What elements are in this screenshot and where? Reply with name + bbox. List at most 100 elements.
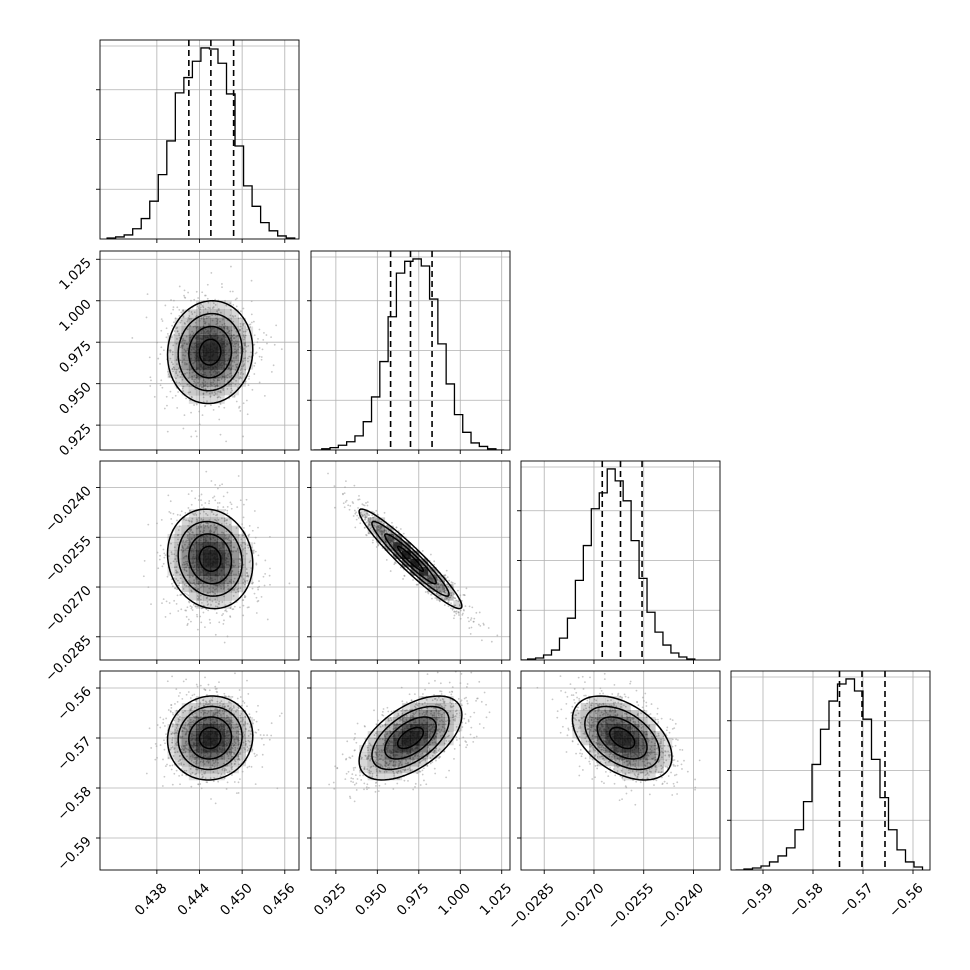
sample-point: [450, 592, 452, 595]
sample-point: [436, 583, 439, 586]
sample-point: [167, 757, 170, 759]
sample-point: [230, 579, 233, 581]
sample-point: [237, 792, 240, 794]
sample-point: [399, 566, 402, 569]
sample-point: [185, 585, 188, 587]
density-cell: [195, 300, 204, 310]
sample-point: [234, 760, 237, 763]
sample-point: [170, 336, 173, 338]
sample-point: [247, 546, 250, 549]
sample-point: [248, 524, 251, 527]
sample-point: [181, 550, 184, 553]
sample-point: [204, 676, 206, 679]
sample-point: [241, 523, 244, 526]
sample-point: [403, 574, 406, 577]
sample-point: [221, 705, 224, 708]
sample-point: [176, 713, 179, 716]
sample-point: [220, 391, 222, 394]
sample-point: [170, 704, 172, 706]
density-cell: [195, 752, 204, 760]
sample-point: [224, 773, 226, 775]
sample-point: [176, 326, 179, 329]
sample-point: [477, 623, 480, 626]
sample-point: [215, 514, 217, 517]
sample-point: [219, 320, 221, 323]
density-cell: [181, 386, 190, 396]
sample-point: [234, 345, 237, 348]
sample-point: [182, 763, 185, 766]
sample-point: [243, 580, 246, 582]
sample-point: [190, 490, 193, 492]
sample-point: [235, 527, 238, 529]
sample-point: [159, 544, 162, 547]
sample-point: [195, 403, 198, 406]
density-cell: [203, 738, 211, 746]
sample-point: [174, 732, 177, 734]
sample-point: [225, 519, 228, 522]
sample-point: [223, 595, 225, 598]
density-cell: [217, 600, 225, 609]
sample-point: [204, 711, 206, 714]
sample-point: [201, 775, 204, 778]
density-cell: [188, 752, 197, 760]
density-cell: [436, 583, 446, 593]
histogram-step-line: [106, 47, 296, 239]
sample-point: [171, 783, 174, 786]
sample-point: [165, 733, 167, 736]
sample-point: [210, 709, 213, 712]
sample-point: [480, 639, 483, 642]
sample-point: [204, 771, 207, 773]
sample-point: [237, 566, 240, 568]
sample-point: [177, 538, 179, 541]
sample-point: [227, 536, 230, 539]
sample-point: [168, 375, 171, 378]
contour-line: [198, 726, 222, 750]
sample-point: [244, 716, 247, 718]
sample-point: [471, 606, 474, 609]
sample-point: [248, 747, 251, 750]
sample-point: [231, 315, 234, 317]
sample-point: [236, 738, 238, 741]
sample-point: [231, 335, 234, 338]
density-cell: [224, 600, 232, 609]
density-cell: [217, 309, 225, 319]
density-cell: [181, 731, 190, 739]
sample-point: [244, 743, 247, 746]
sample-point: [347, 504, 350, 507]
sample-point: [212, 780, 215, 783]
sample-point: [169, 612, 172, 615]
sample-point: [167, 709, 170, 711]
density-cell: [195, 745, 204, 753]
sample-point: [232, 325, 235, 328]
sample-point: [216, 396, 219, 399]
sample-point: [191, 771, 194, 774]
sample-point: [213, 383, 216, 386]
sample-point: [472, 620, 475, 623]
density-cell: [224, 752, 232, 760]
density-cell: [188, 558, 197, 568]
sample-point: [237, 740, 240, 742]
sample-point: [171, 368, 174, 371]
sample-point: [202, 611, 205, 614]
sample-point: [206, 385, 209, 388]
sample-point: [395, 526, 398, 529]
sample-point: [214, 708, 216, 711]
sample-point: [178, 381, 181, 384]
sample-point: [436, 571, 439, 574]
sample-point: [186, 539, 188, 542]
sample-point: [216, 502, 219, 504]
sample-point: [167, 370, 169, 373]
sample-point: [156, 724, 159, 726]
sample-point: [183, 294, 185, 297]
sample-point: [195, 290, 198, 293]
sample-point: [375, 522, 378, 525]
sample-point: [183, 296, 186, 299]
sample-point: [230, 387, 233, 390]
sample-point: [222, 583, 225, 586]
sample-point: [222, 532, 225, 534]
sample-point: [200, 711, 203, 714]
density-cell: [181, 335, 190, 344]
sample-point: [228, 332, 231, 335]
sample-point: [171, 764, 174, 767]
sample-point: [237, 730, 240, 733]
